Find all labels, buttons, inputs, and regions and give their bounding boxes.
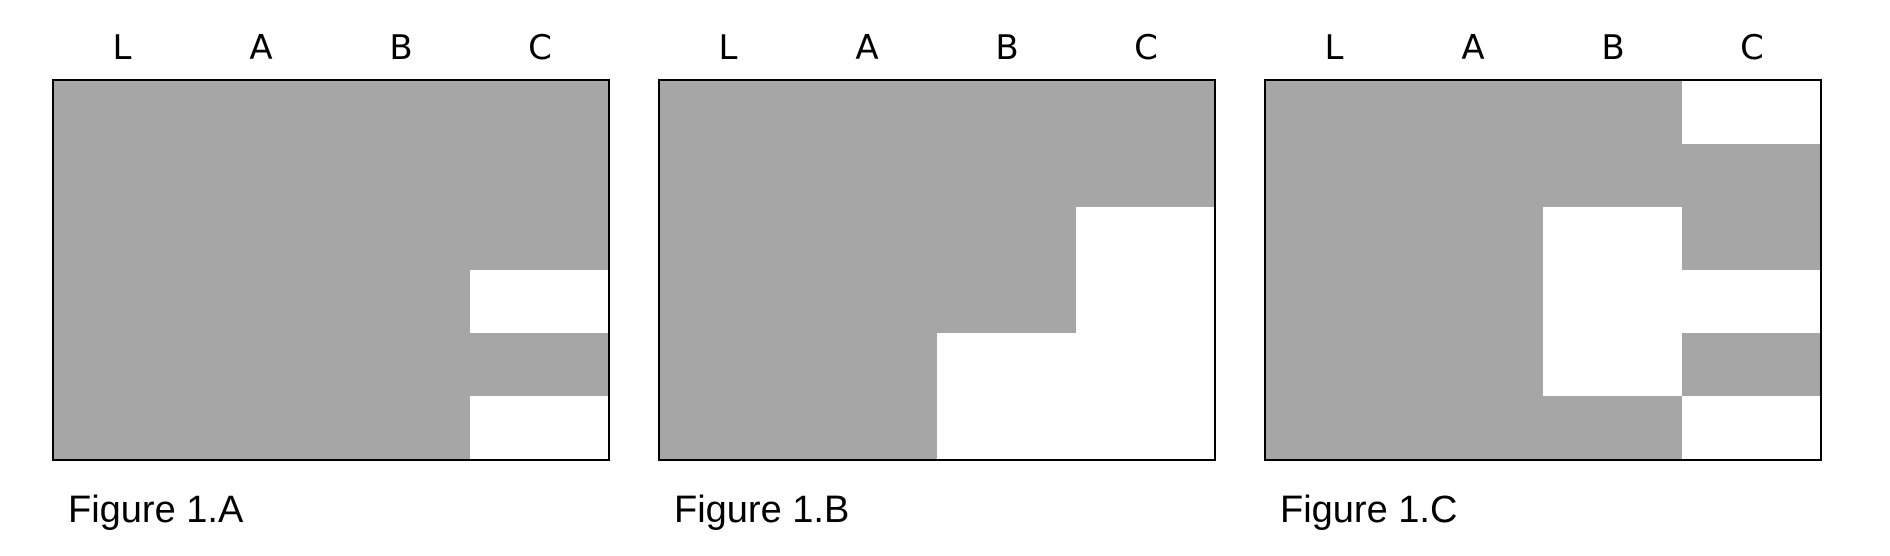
grid-cell-r6-l: [54, 396, 193, 459]
grid-cell-r1-a: [192, 81, 331, 144]
grid-cell-r2-c: [1681, 144, 1820, 207]
column-header-b: B: [389, 28, 413, 68]
grid-cell-r4-a: [192, 270, 331, 333]
figure-1a-grid: [52, 79, 610, 461]
grid-cell-r6-a: [1404, 396, 1543, 459]
grid-cell-r4-c: [1075, 270, 1214, 333]
column-header-a: A: [855, 28, 879, 68]
grid-cell-r3-c: [1075, 207, 1214, 270]
figure-1c: L A B C Figure 1.C: [1240, 0, 1840, 556]
grid-cell-r5-c: [1075, 333, 1214, 396]
grid-cell-r1-l: [54, 81, 193, 144]
grid-cell-r2-a: [192, 144, 331, 207]
figure-1b-grid: [658, 79, 1216, 461]
grid-cell-r1-b: [937, 81, 1076, 144]
grid-cell-r5-a: [192, 333, 331, 396]
grid-cell-r2-c: [469, 144, 608, 207]
column-header-l: L: [1324, 28, 1344, 68]
grid-cell-r3-b: [937, 207, 1076, 270]
grid-cell-r4-b: [331, 270, 470, 333]
figure-1a-caption: Figure 1.A: [68, 489, 244, 531]
grid-cell-r1-l: [1266, 81, 1405, 144]
grid-cell-r5-b: [331, 333, 470, 396]
grid-cell-r5-l: [1266, 333, 1405, 396]
grid-cell-r3-b: [331, 207, 470, 270]
figure-1c-grid: [1264, 79, 1822, 461]
column-header-b: B: [1601, 28, 1625, 68]
grid-cell-r5-a: [798, 333, 937, 396]
grid-cell-r3-c: [469, 207, 608, 270]
grid-cell-r6-c: [469, 396, 608, 459]
grid-cell-r4-b: [1543, 270, 1682, 333]
grid-cell-r3-l: [660, 207, 799, 270]
column-header-c: C: [1740, 28, 1764, 68]
grid-cell-r3-a: [1404, 207, 1543, 270]
grid-cell-r2-a: [1404, 144, 1543, 207]
grid-cell-r2-b: [331, 144, 470, 207]
column-header-b: B: [995, 28, 1019, 68]
grid-cell-r5-l: [54, 333, 193, 396]
figure-1b-caption: Figure 1.B: [674, 489, 850, 531]
grid-cell-r2-b: [937, 144, 1076, 207]
grid-cell-r6-a: [192, 396, 331, 459]
grid-cell-r1-b: [1543, 81, 1682, 144]
column-header-c: C: [1134, 28, 1158, 68]
grid-cell-r6-b: [331, 396, 470, 459]
grid-cell-r3-b: [1543, 207, 1682, 270]
figure-1a: L A B C Figure 1.A: [28, 0, 628, 556]
grid-cell-r6-a: [798, 396, 937, 459]
grid-cell-r6-b: [1543, 396, 1682, 459]
column-header-l: L: [718, 28, 738, 68]
grid-cell-r1-l: [660, 81, 799, 144]
grid-cell-r2-a: [798, 144, 937, 207]
grid-cell-r5-b: [1543, 333, 1682, 396]
figure-1c-caption: Figure 1.C: [1280, 489, 1458, 531]
grid-cell-r6-l: [1266, 396, 1405, 459]
grid-cell-r2-l: [54, 144, 193, 207]
grid-cell-r4-c: [1681, 270, 1820, 333]
grid-cell-r5-c: [1681, 333, 1820, 396]
grid-cell-r4-b: [937, 270, 1076, 333]
grid-cell-r6-c: [1075, 396, 1214, 459]
grid-cell-r1-a: [798, 81, 937, 144]
grid-cell-r3-c: [1681, 207, 1820, 270]
grid-cell-r4-a: [798, 270, 937, 333]
grid-cell-r3-l: [1266, 207, 1405, 270]
grid-cell-r2-l: [1266, 144, 1405, 207]
grid-cell-r1-c: [469, 81, 608, 144]
figure-1b: L A B C Figure 1.B: [634, 0, 1234, 556]
grid-cell-r4-l: [54, 270, 193, 333]
grid-cell-r1-b: [331, 81, 470, 144]
grid-cell-r2-b: [1543, 144, 1682, 207]
grid-cell-r3-a: [192, 207, 331, 270]
column-header-a: A: [1461, 28, 1485, 68]
grid-cell-r3-a: [798, 207, 937, 270]
grid-cell-r4-l: [1266, 270, 1405, 333]
grid-cell-r5-a: [1404, 333, 1543, 396]
grid-cell-r2-l: [660, 144, 799, 207]
grid-cell-r5-b: [937, 333, 1076, 396]
grid-cell-r6-b: [937, 396, 1076, 459]
grid-cell-r3-l: [54, 207, 193, 270]
grid-cell-r6-l: [660, 396, 799, 459]
grid-cell-r6-c: [1681, 396, 1820, 459]
column-header-c: C: [528, 28, 552, 68]
grid-cell-r5-l: [660, 333, 799, 396]
grid-cell-r4-c: [469, 270, 608, 333]
column-header-l: L: [112, 28, 132, 68]
grid-cell-r1-c: [1075, 81, 1214, 144]
grid-cell-r1-c: [1681, 81, 1820, 144]
grid-cell-r5-c: [469, 333, 608, 396]
column-header-a: A: [249, 28, 273, 68]
grid-cell-r2-c: [1075, 144, 1214, 207]
grid-cell-r1-a: [1404, 81, 1543, 144]
grid-cell-r4-a: [1404, 270, 1543, 333]
grid-cell-r4-l: [660, 270, 799, 333]
